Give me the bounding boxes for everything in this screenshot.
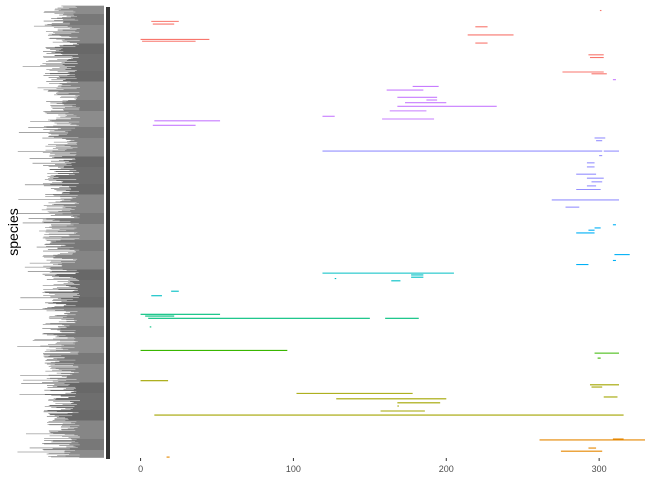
y-axis-bar [106, 7, 110, 459]
segments [140, 9, 645, 458]
x-tick-label: 100 [286, 464, 301, 474]
x-tick-label: 200 [439, 464, 454, 474]
y-axis-title: species [5, 208, 21, 255]
x-tick-label: 300 [592, 464, 607, 474]
x-tick-label: 0 [138, 464, 143, 474]
y-tick-labels [17, 5, 104, 458]
y-axis-ticks [106, 7, 110, 459]
x-axis: 0 100 200 300 [138, 458, 607, 474]
